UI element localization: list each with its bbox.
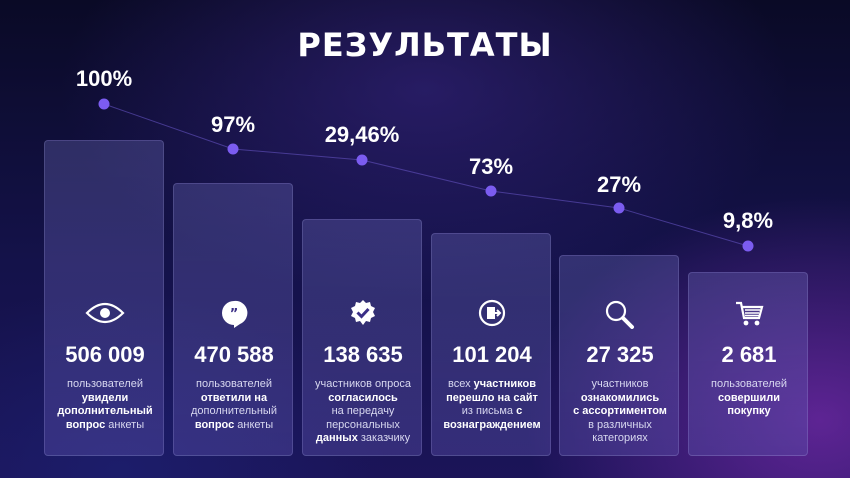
chart-title: РЕЗУЛЬТАТЫ bbox=[297, 26, 553, 64]
check-badge-icon bbox=[303, 299, 423, 327]
percent-label: 100% bbox=[75, 66, 133, 91]
bar-card: 506 009 пользователей увидели дополнительны… bbox=[44, 140, 164, 456]
description-text: всех bbox=[447, 378, 474, 390]
description-line: участников bbox=[564, 378, 676, 392]
description-text: участников опроса bbox=[315, 378, 411, 390]
bar-description: всех участников перешло на сайт из письма … bbox=[436, 378, 548, 432]
description-bold-text: ознакомились bbox=[580, 391, 660, 404]
description-bold-text: увидели bbox=[81, 391, 129, 404]
bar-value: 101 204 bbox=[452, 342, 532, 367]
description-bold-text: дополнительный bbox=[57, 405, 153, 417]
description-line: данных заказчику bbox=[307, 432, 419, 446]
description-bold-text: данных bbox=[315, 432, 358, 444]
data-point-marker bbox=[485, 185, 497, 197]
description-line: всех участников bbox=[436, 378, 548, 392]
description-line: вознаграждением bbox=[436, 419, 548, 433]
description-bold-text: ответили на bbox=[200, 391, 268, 404]
description-line: пользователей bbox=[49, 378, 161, 392]
bar-card: ” 470 588 пользователей ответили на дополнит… bbox=[173, 183, 293, 456]
description-text: персональных bbox=[326, 418, 400, 431]
description-text: категориях bbox=[592, 432, 648, 444]
description-text: дополнительный bbox=[191, 405, 277, 417]
description-line: вопрос анкеты bbox=[49, 419, 161, 433]
shopping-cart-icon bbox=[689, 299, 809, 327]
bar-value: 2 681 bbox=[721, 342, 777, 367]
description-line: совершили bbox=[693, 392, 805, 406]
description-line: дополнительный bbox=[178, 405, 290, 419]
description-line: ответили на bbox=[178, 392, 290, 406]
description-line: согласилось bbox=[307, 392, 419, 406]
svg-text:”: ” bbox=[230, 307, 239, 322]
description-line: увидели bbox=[49, 392, 161, 406]
description-line: перешло на сайт bbox=[436, 392, 548, 406]
eye-icon bbox=[45, 299, 165, 327]
bar-value: 470 588 bbox=[194, 342, 274, 367]
description-text: заказчику bbox=[357, 432, 411, 444]
bar-description: участников опроса согласилось на передачу п… bbox=[307, 378, 419, 446]
description-line: дополнительный bbox=[49, 405, 161, 419]
description-text: на передачу bbox=[331, 405, 395, 417]
description-text: в различных bbox=[588, 418, 652, 431]
description-text: пользователей bbox=[711, 378, 787, 390]
bar-card: 138 635 участников опроса согласилось на пе… bbox=[302, 219, 422, 456]
description-bold-text: согласилось bbox=[328, 391, 398, 404]
bar-card: 27 325 участников ознакомились с ассортимен… bbox=[559, 255, 679, 456]
percent-label: 73% bbox=[468, 154, 514, 179]
description-line: участников опроса bbox=[307, 378, 419, 392]
description-line: вопрос анкеты bbox=[178, 419, 290, 433]
description-text: пользователей bbox=[67, 378, 143, 390]
data-point-marker bbox=[742, 240, 754, 252]
description-bold-text: совершили bbox=[718, 391, 780, 404]
description-bold-text: участников bbox=[473, 378, 537, 390]
quote-bubble-icon: ” bbox=[174, 299, 294, 328]
description-line: пользователей bbox=[178, 378, 290, 392]
percent-label: 9,8% bbox=[722, 208, 774, 233]
exit-door-icon bbox=[432, 299, 552, 327]
bar-value: 27 325 bbox=[586, 342, 654, 367]
description-text: участников bbox=[591, 378, 649, 390]
description-line: пользователей bbox=[693, 378, 805, 392]
description-bold-text: покупку bbox=[727, 405, 771, 417]
bar-card: 2 681 пользователей совершили покупку bbox=[688, 272, 808, 456]
description-bold-text: перешло на сайт bbox=[446, 391, 538, 404]
description-text: анкеты bbox=[105, 418, 145, 431]
description-bold-text: вознаграждением bbox=[443, 418, 541, 431]
description-line: персональных bbox=[307, 419, 419, 433]
data-point-marker bbox=[98, 98, 110, 110]
description-bold-text: с bbox=[516, 405, 523, 417]
bar-description: участников ознакомились с ассортиментом в р… bbox=[564, 378, 676, 446]
bar-description: пользователей увидели дополнительный вопрос… bbox=[49, 378, 161, 432]
percent-label: 27% bbox=[596, 172, 642, 197]
description-line: с ассортиментом bbox=[564, 405, 676, 419]
description-bold-text: вопрос bbox=[65, 418, 106, 431]
data-point-marker bbox=[613, 202, 625, 214]
description-bold-text: с ассортиментом bbox=[573, 405, 667, 417]
data-point-marker bbox=[227, 143, 239, 155]
description-line: на передачу bbox=[307, 405, 419, 419]
description-line: категориях bbox=[564, 432, 676, 446]
description-text: из письма bbox=[461, 405, 517, 417]
description-line: покупку bbox=[693, 405, 805, 419]
description-text: анкеты bbox=[234, 418, 274, 431]
bar-card: 101 204 всех участников перешло на сайт из … bbox=[431, 233, 551, 456]
percent-label: 97% bbox=[210, 112, 256, 137]
bar-value: 506 009 bbox=[65, 342, 145, 367]
description-line: в различных bbox=[564, 419, 676, 433]
description-line: ознакомились bbox=[564, 392, 676, 406]
bar-value: 138 635 bbox=[323, 342, 403, 367]
magnifier-icon bbox=[560, 299, 680, 329]
percent-label: 29,46% bbox=[324, 122, 400, 147]
description-bold-text: вопрос bbox=[194, 418, 235, 431]
description-line: из письма с bbox=[436, 405, 548, 419]
trend-line bbox=[103, 103, 749, 247]
bar-description: пользователей ответили на дополнительный во… bbox=[178, 378, 290, 432]
data-point-marker bbox=[356, 154, 368, 166]
bar-description: пользователей совершили покупку bbox=[693, 378, 805, 419]
description-text: пользователей bbox=[196, 378, 272, 390]
